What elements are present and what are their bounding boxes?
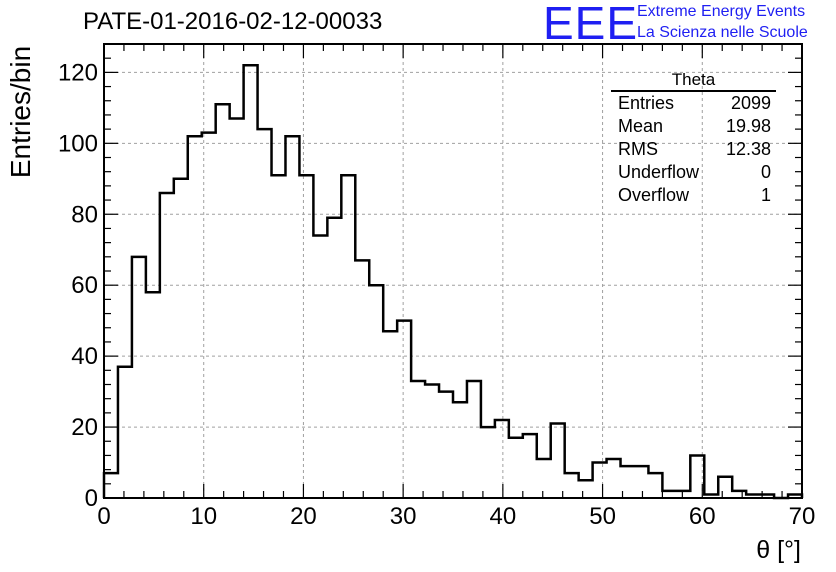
stats-title: Theta <box>611 70 776 92</box>
histogram-bin <box>355 260 369 498</box>
y-tick-label: 80 <box>71 201 98 228</box>
y-tick-label: 60 <box>71 272 98 299</box>
histogram-bin <box>146 292 160 498</box>
y-tick-label: 100 <box>58 130 98 157</box>
stats-row-overflow: Overflow 1 <box>611 184 776 207</box>
histogram-bin <box>327 218 341 498</box>
stats-label: Mean <box>618 116 664 136</box>
histogram-bin <box>244 65 258 498</box>
histogram-bin <box>565 473 579 498</box>
stats-label: Overflow <box>618 185 690 205</box>
histogram-bin <box>299 175 313 498</box>
stats-row-mean: Mean 19.98 <box>611 115 776 138</box>
stats-row-underflow: Underflow 0 <box>611 161 776 184</box>
x-axis-label: θ [°] <box>756 536 801 564</box>
histogram-bin <box>481 427 495 498</box>
histogram-bin <box>188 136 202 498</box>
histogram-bin <box>216 104 230 498</box>
grid-lines <box>104 44 802 498</box>
histogram-bin <box>593 463 607 498</box>
stats-value: 0 <box>760 162 771 182</box>
x-tick-label: 40 <box>490 503 517 530</box>
axis-ticks <box>103 43 803 499</box>
y-tick-label: 120 <box>58 59 98 86</box>
histogram-bin <box>607 459 621 498</box>
histogram-bin <box>634 466 648 498</box>
stats-value: 19.98 <box>725 116 771 136</box>
histogram-bin <box>523 434 537 498</box>
histogram-outline <box>102 64 804 500</box>
histogram-bin <box>258 129 272 498</box>
eee-logo: EEE <box>543 0 639 49</box>
logo-caption-line-1: Extreme Energy Events <box>637 3 806 20</box>
histogram-bin <box>160 193 174 498</box>
histogram-bin <box>313 236 327 498</box>
y-tick-label: 20 <box>71 414 98 441</box>
histogram-bin <box>118 367 132 498</box>
chart-title: PATE-01-2016-02-12-00033 <box>83 8 383 35</box>
x-tick-label: 0 <box>97 503 110 530</box>
histogram-bin <box>453 402 467 498</box>
histogram-bin <box>495 420 509 498</box>
histogram-bin <box>425 385 439 499</box>
histogram-bin <box>369 285 383 498</box>
histogram-bin <box>341 175 355 498</box>
histogram-bin <box>383 331 397 498</box>
stats-row-entries: Entries 2099 <box>611 92 776 115</box>
stats-value: 1 <box>760 185 771 205</box>
stats-label: Underflow <box>618 162 700 182</box>
x-tick-label: 70 <box>789 503 816 530</box>
stats-value: 2099 <box>730 93 771 113</box>
stats-value: 12.38 <box>725 139 771 159</box>
histogram-bin <box>230 118 244 498</box>
histogram-bin <box>132 257 146 498</box>
logo-caption-line-2: La Scienza nelle Scuole <box>637 24 808 41</box>
stats-label: Entries <box>618 93 675 113</box>
histogram-bin <box>551 424 565 498</box>
x-tick-label: 10 <box>190 503 217 530</box>
y-tick-label: 0 <box>85 485 98 512</box>
histogram-bin <box>411 381 425 498</box>
histogram-bin <box>272 175 286 498</box>
x-tick-label: 60 <box>689 503 716 530</box>
x-tick-label: 30 <box>390 503 417 530</box>
histogram-bin <box>718 477 732 498</box>
y-axis-label: Entries/bin <box>5 46 36 178</box>
histogram-bin <box>285 136 299 498</box>
histogram-bin <box>439 392 453 498</box>
stats-label: RMS <box>618 139 658 159</box>
stats-row-rms: RMS 12.38 <box>611 138 776 161</box>
histogram-bin <box>104 473 118 498</box>
y-tick-label: 40 <box>71 343 98 370</box>
histogram-bin <box>537 459 551 498</box>
histogram-bin <box>174 179 188 498</box>
stats-box: Theta Entries 2099 Mean 19.98 RMS 12.38 … <box>611 70 776 207</box>
histogram-bin <box>509 438 523 498</box>
x-tick-label: 20 <box>290 503 317 530</box>
histogram-bin <box>579 480 593 498</box>
histogram-bin <box>467 381 481 498</box>
x-tick-label: 50 <box>589 503 616 530</box>
histogram-bin <box>397 321 411 498</box>
histogram-bin <box>648 473 662 498</box>
